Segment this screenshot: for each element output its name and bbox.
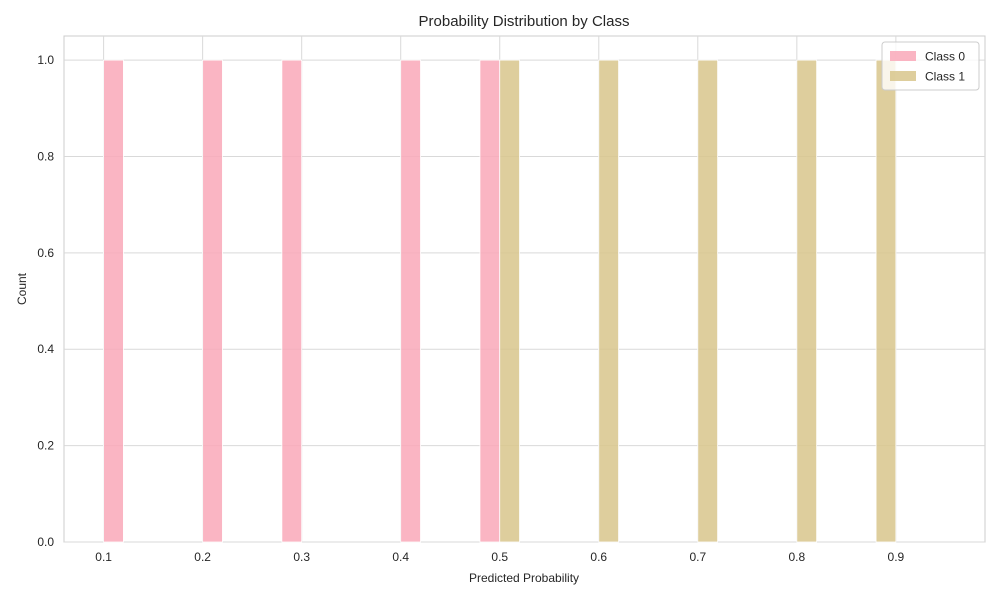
legend-swatch-class-1	[890, 71, 916, 81]
histogram-bar-class-0	[479, 59, 501, 543]
histogram-bar-class-0	[103, 59, 124, 543]
x-tick-label: 0.6	[590, 550, 607, 564]
histogram-bar-class-0	[281, 59, 303, 543]
legend-label-class-1: Class 1	[925, 70, 965, 84]
x-tick-label: 0.2	[194, 550, 211, 564]
y-tick-label: 0.8	[37, 149, 54, 163]
histogram-bar-class-1	[499, 59, 520, 543]
grid-layer	[63, 35, 986, 543]
x-tick-label: 0.1	[95, 550, 112, 564]
legend: Class 0 Class 1	[881, 41, 980, 91]
histogram-bar-class-0	[202, 59, 223, 543]
histogram-bar-class-1	[875, 59, 897, 543]
axes-layer: 0.1 0.2 0.3 0.4 0.5 0.6 0.7 0.8 0.9 0.0 0.2 0.4 0.6 0…	[37, 53, 904, 564]
y-tick-label: 0.4	[37, 342, 54, 356]
histogram-bar-class-0	[400, 59, 421, 543]
y-tick-label: 0.0	[37, 535, 54, 549]
x-tick-label: 0.4	[392, 550, 409, 564]
legend-label-class-0: Class 0	[925, 50, 965, 64]
chart-title: Probability Distribution by Class	[419, 13, 630, 30]
legend-swatch-class-0	[890, 51, 916, 61]
histogram-bar-class-1	[796, 59, 818, 543]
x-tick-label: 0.8	[788, 550, 805, 564]
histogram-bar-class-1	[697, 59, 719, 543]
y-tick-label: 0.6	[37, 246, 54, 260]
x-tick-label: 0.5	[491, 550, 508, 564]
x-tick-label: 0.3	[293, 550, 310, 564]
bars-layer	[103, 59, 897, 543]
y-tick-label: 1.0	[37, 53, 54, 67]
x-axis-label: Predicted Probability	[469, 571, 579, 585]
histogram-bar-class-1	[598, 59, 619, 543]
x-tick-label: 0.9	[888, 550, 905, 564]
y-axis-label: Count	[15, 272, 29, 305]
x-tick-label: 0.7	[689, 550, 706, 564]
y-tick-label: 0.2	[37, 439, 54, 453]
